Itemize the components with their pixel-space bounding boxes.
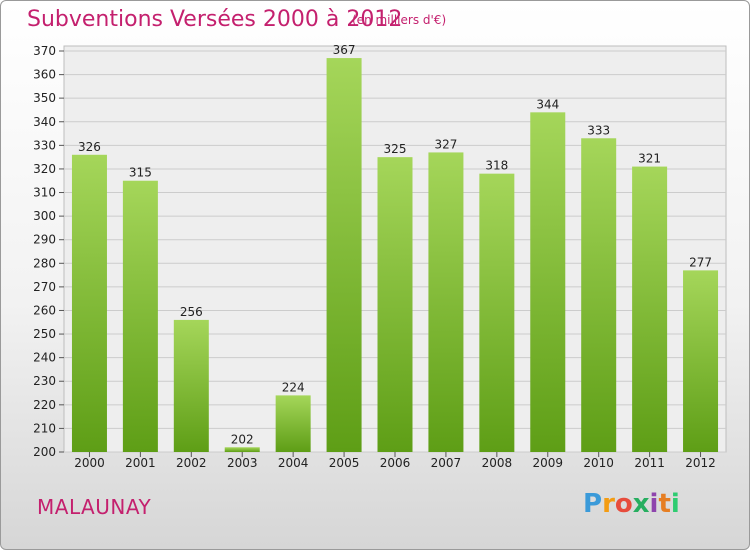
bar-2011 [632,166,668,453]
bar-2002 [173,319,209,452]
data-label-2007: 327 [434,137,457,151]
data-label-2000: 326 [78,140,101,154]
y-tick-label: 200 [33,445,56,459]
x-tick-label-2003: 2003 [227,456,258,470]
y-tick-label: 280 [33,256,56,270]
data-label-2010: 333 [587,123,610,137]
y-tick-label: 320 [33,162,56,176]
chart-subtitle: (en milliers d'€) [352,13,447,27]
y-tick-label: 310 [33,186,56,200]
y-tick-label: 370 [33,44,56,58]
bar-2004 [275,395,311,452]
data-label-2001: 315 [129,166,152,180]
data-label-2006: 325 [384,142,407,156]
y-tick-label: 290 [33,233,56,247]
commune-name: MALAUNAY [37,495,152,519]
y-tick-label: 220 [33,398,56,412]
y-tick-label: 240 [33,351,56,365]
y-tick-label: 360 [33,68,56,82]
x-tick-label-2002: 2002 [176,456,207,470]
y-tick-label: 330 [33,138,56,152]
data-label-2004: 224 [282,380,305,394]
data-label-2008: 318 [485,159,508,173]
y-tick-label: 250 [33,327,56,341]
x-tick-label-2006: 2006 [380,456,411,470]
chart-title: Subventions Versées 2000 à 2012 [27,7,403,32]
x-tick-label-2001: 2001 [125,456,156,470]
data-label-2002: 256 [180,305,203,319]
bar-2009 [530,112,566,453]
x-tick-label-2008: 2008 [482,456,513,470]
bar-2003 [224,447,260,452]
bar-2006 [377,157,413,452]
proxiti-logo: Proxiti [583,489,680,519]
y-tick-label: 230 [33,374,56,388]
data-label-2003: 202 [231,432,254,446]
x-tick-label-2010: 2010 [583,456,614,470]
x-tick-label-2004: 2004 [278,456,309,470]
bar-2007 [428,152,464,452]
bar-2010 [581,138,617,452]
x-tick-label-2011: 2011 [634,456,665,470]
x-tick-label-2012: 2012 [685,456,716,470]
data-label-2012: 277 [689,255,712,269]
x-tick-label-2000: 2000 [74,456,105,470]
bar-2008 [479,173,515,453]
x-tick-label-2005: 2005 [329,456,360,470]
data-label-2011: 321 [638,152,661,166]
bar-2001 [122,180,158,452]
bar-2000 [71,154,107,452]
y-tick-label: 300 [33,209,56,223]
bar-2012 [683,270,719,452]
y-tick-label: 340 [33,115,56,129]
y-tick-label: 260 [33,303,56,317]
x-tick-label-2007: 2007 [431,456,462,470]
data-label-2005: 367 [333,43,356,57]
y-tick-label: 350 [33,91,56,105]
bar-2005 [326,58,362,452]
y-tick-label: 270 [33,280,56,294]
y-tick-label: 210 [33,421,56,435]
x-tick-label-2009: 2009 [532,456,563,470]
data-label-2009: 344 [536,97,559,111]
